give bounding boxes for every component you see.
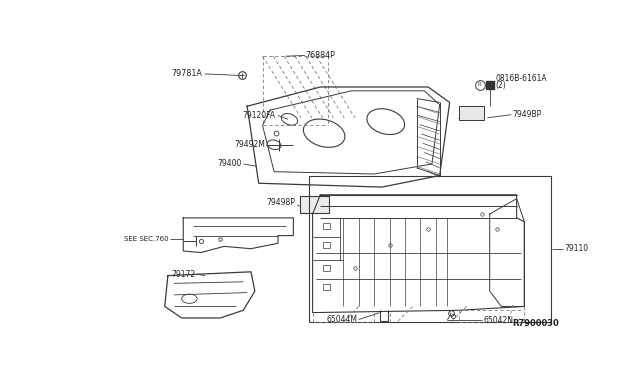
Text: 76884P: 76884P — [306, 51, 335, 60]
Text: 65042N: 65042N — [484, 316, 513, 325]
Text: 79120FA: 79120FA — [243, 111, 276, 120]
Bar — [323, 265, 330, 271]
Bar — [308, 176, 551, 322]
Text: 65044M: 65044M — [326, 315, 357, 324]
Bar — [323, 242, 330, 248]
Text: 79781A: 79781A — [172, 70, 202, 78]
Text: 79400: 79400 — [218, 160, 242, 169]
Bar — [323, 222, 330, 229]
Text: 79492M: 79492M — [234, 140, 265, 149]
Text: 79498P: 79498P — [266, 198, 295, 207]
Text: (2): (2) — [496, 81, 507, 90]
Text: R7900030: R7900030 — [512, 319, 559, 328]
Text: 0816B-6161A: 0816B-6161A — [496, 74, 547, 83]
Text: R: R — [478, 82, 481, 87]
Bar — [300, 196, 329, 212]
Text: 79172: 79172 — [172, 270, 196, 279]
Bar — [459, 106, 484, 120]
Text: SEE SEC.760: SEE SEC.760 — [124, 236, 168, 242]
Text: 7949BP: 7949BP — [513, 110, 542, 119]
Text: 79110: 79110 — [564, 244, 589, 253]
Bar — [323, 284, 330, 290]
